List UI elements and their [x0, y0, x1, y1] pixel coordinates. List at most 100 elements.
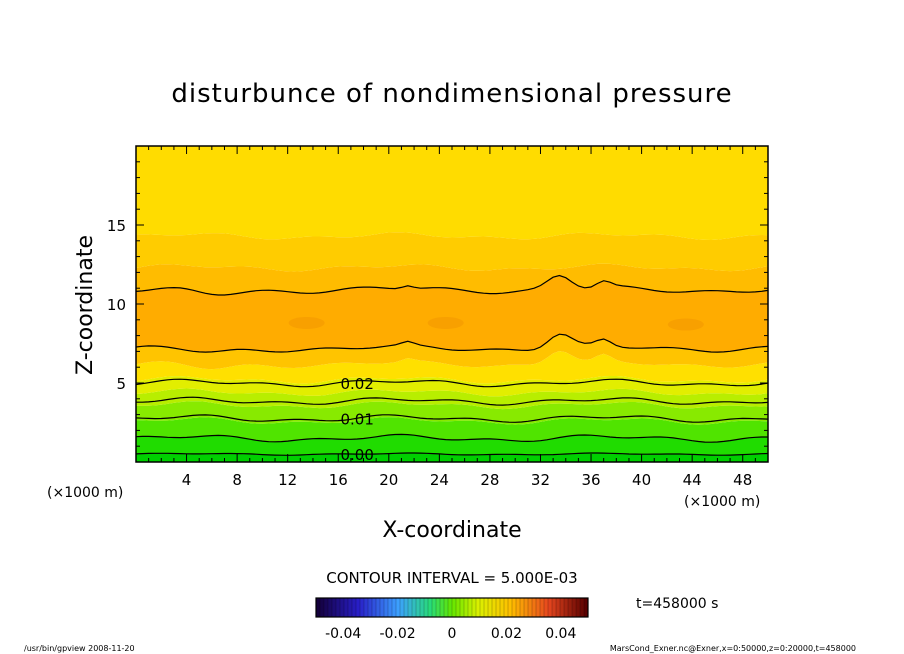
colorbar-tick-label: -0.04	[325, 626, 361, 642]
colorbar-cell	[320, 598, 325, 617]
colorbar-cell	[448, 598, 453, 617]
colorbar-cell	[440, 598, 445, 617]
colorbar-cell	[552, 598, 557, 617]
contour-line-0	[136, 452, 768, 456]
colorbar-cell	[328, 598, 333, 617]
colorbar-cell	[392, 598, 397, 617]
colorbar-cell	[500, 598, 505, 617]
colorbar-cell	[576, 598, 581, 617]
colorbar	[315, 597, 589, 618]
y-tick-label: 10	[107, 296, 126, 314]
colorbar-cell	[536, 598, 541, 617]
x-tick-label: 36	[581, 471, 600, 489]
colorbar-cell	[496, 598, 501, 617]
x-tick-label: 8	[232, 471, 242, 489]
x-axis-label: X-coordinate	[382, 518, 521, 543]
time-label: t=458000 s	[636, 596, 718, 612]
colorbar-cell	[560, 598, 565, 617]
colorbar-cell	[356, 598, 361, 617]
y-axis-label: Z-coordinate	[73, 235, 98, 375]
colorbar-cell	[324, 598, 329, 617]
colorbar-tick-label: 0	[448, 626, 457, 642]
contour-label-2: 0.00	[340, 446, 373, 464]
x-tick-label: 16	[329, 471, 348, 489]
colorbar-cell	[416, 598, 421, 617]
extremum-2	[667, 318, 704, 331]
colorbar-cell	[460, 598, 465, 617]
color-band-1	[136, 434, 768, 456]
colorbar-cell	[452, 598, 457, 617]
color-band-4	[136, 388, 768, 410]
colorbar-cell	[528, 598, 533, 617]
y-tick-label: 15	[107, 217, 126, 235]
colorbar-cell	[340, 598, 345, 617]
colorbar-cell	[484, 598, 489, 617]
colorbar-cell	[420, 598, 425, 617]
colorbar-cell	[544, 598, 549, 617]
color-band-9	[136, 263, 768, 295]
chart-title: disturbunce of nondimensional pressure	[171, 79, 732, 109]
colorbar-tick-label: -0.02	[379, 626, 415, 642]
colorbar-cell	[584, 598, 589, 617]
colorbar-cell	[352, 598, 357, 617]
x-tick-label: 12	[278, 471, 297, 489]
colorbar-cell	[428, 598, 433, 617]
x-tick-label: 24	[430, 471, 449, 489]
colorbar-cell	[504, 598, 509, 617]
colorbar-cell	[540, 598, 545, 617]
colorbar-cell	[444, 598, 449, 617]
colorbar-cell	[372, 598, 377, 617]
contour-label-text: 0.01	[340, 411, 373, 429]
colorbar-cell	[468, 598, 473, 617]
colorbar-tick-label: 0.04	[545, 626, 576, 642]
x-axis-unit-right: (×1000 m)	[684, 494, 760, 510]
contour-lines	[136, 274, 768, 456]
colorbar-cell	[516, 598, 521, 617]
colorbar-cell	[408, 598, 413, 617]
x-axis-unit-left: (×1000 m)	[47, 485, 123, 501]
colorbar-cell	[384, 598, 389, 617]
colorbar-cell	[424, 598, 429, 617]
color-band-11	[136, 146, 768, 240]
color-band-2	[136, 417, 768, 443]
contour-line-2	[136, 414, 768, 423]
colorbar-cell	[404, 598, 409, 617]
colorbar-cell	[512, 598, 517, 617]
colorbar-ticks: -0.04 -0.02 0 0.02 0.04	[325, 626, 576, 642]
colorbar-cell	[456, 598, 461, 617]
color-band-8	[136, 275, 768, 353]
color-band-6	[136, 351, 768, 384]
extremum-1	[427, 316, 464, 329]
x-tick-label: 20	[379, 471, 398, 489]
colorbar-cell	[572, 598, 577, 617]
x-tick-label: 4	[182, 471, 192, 489]
color-band-7	[136, 334, 768, 370]
x-tick-label: 48	[733, 471, 752, 489]
colorbar-cell	[364, 598, 369, 617]
colorbar-cell	[412, 598, 417, 617]
contour-line-5	[136, 333, 768, 353]
colorbar-cell	[388, 598, 393, 617]
footer-right: MarsCond_Exner.nc@Exner,x=0:50000,z=0:20…	[610, 644, 856, 653]
extremum-0	[288, 316, 325, 329]
colorbar-cell	[520, 598, 525, 617]
colorbar-cell	[476, 598, 481, 617]
plot-area	[136, 146, 768, 462]
colorbar-cell	[568, 598, 573, 617]
colorbar-cell	[580, 598, 585, 617]
contour-labels: 0.02 0.01 0.00	[340, 375, 373, 464]
x-tick-label: 44	[683, 471, 702, 489]
colorbar-cell	[548, 598, 553, 617]
colorbar-tick-label: 0.02	[491, 626, 522, 642]
colorbar-cell	[564, 598, 569, 617]
x-tick-label: 32	[531, 471, 550, 489]
colorbar-cell	[360, 598, 365, 617]
colorbar-cell	[532, 598, 537, 617]
x-tick-label: 28	[480, 471, 499, 489]
contour-line-6	[136, 274, 768, 296]
contour-interval-label: CONTOUR INTERVAL = 5.000E-03	[326, 569, 577, 587]
colorbar-cell	[316, 598, 321, 617]
contour-label-text: 0.00	[340, 446, 373, 464]
